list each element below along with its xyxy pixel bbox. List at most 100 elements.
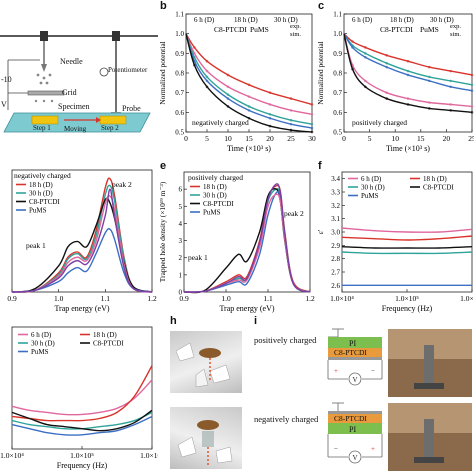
data-point (205, 75, 209, 79)
x-tick-label: 1.2 (305, 294, 315, 303)
data-point (268, 116, 272, 120)
y-tick-label: 0.9 (333, 50, 342, 58)
y-axis-label: Normalized potential (316, 41, 325, 105)
data-point (428, 75, 431, 79)
data-point (406, 103, 410, 106)
series-line-30-h-d- (341, 251, 473, 255)
legend-label: 6 h (D) (194, 16, 215, 24)
data-point (364, 85, 367, 89)
series-line-6-h-d- (341, 227, 473, 233)
y-tick-label: 3.4 (331, 175, 340, 183)
y-tick-label: 0.6 (333, 109, 342, 117)
x-tick-label: 1.0 (221, 294, 231, 303)
series-line-c8-ptcdi (341, 245, 473, 249)
data-point (310, 122, 314, 126)
panel-g-chart: 1.0×10⁴ 1.0×10⁵ 1.0×10⁶ Frequency (Hz) 6 h (… (0, 315, 158, 474)
legend-label: 18 h (D) (390, 16, 414, 24)
series-line-30-h-d- (343, 33, 473, 86)
data-point (226, 85, 230, 89)
x-tick-label: 5 (368, 134, 372, 143)
ptcdi-label-bottom: C8-PTCDI (334, 414, 367, 423)
annotation-peak2: peak 2 (284, 209, 304, 218)
x-tick-label: 1.0 (54, 294, 64, 303)
annotation-peak2: peak 2 (112, 180, 132, 189)
panel-label-e: e (160, 160, 167, 172)
legend-label: 6 h (D) (31, 331, 52, 339)
specimen-step2 (99, 115, 127, 125)
x-axis-label: Frequency (Hz) (382, 304, 433, 313)
annotation-label: negatively charged (192, 118, 249, 127)
y-tick-label: 1.1 (175, 11, 184, 19)
data-point (470, 73, 474, 77)
panel-d-chart: 0.9 1.0 1.1 1.2 Trap energy (eV) negatively c… (0, 160, 158, 315)
series-line-18-h-d- (343, 33, 473, 76)
legend-label: PuMS (361, 192, 379, 200)
data-point (449, 79, 452, 83)
panel-e-chart: e 0.9 1.0 1.1 1.2 0 1 2 3 4 5 6 Trap energy (eV) Tra… (158, 160, 316, 315)
y-tick-label: 3.3 (331, 189, 340, 197)
data-point (428, 65, 431, 69)
x-tick-label: 10 (391, 134, 399, 143)
specimen-label: Specimen (58, 102, 90, 111)
annotation-peak1: peak 1 (26, 241, 46, 250)
series-line-18-h-d- (11, 365, 153, 422)
disk-specimen (199, 348, 221, 358)
data-point (205, 85, 209, 89)
data-point (268, 103, 272, 106)
data-point (428, 107, 431, 110)
data-point (406, 69, 410, 73)
legend-label: PuMS (31, 348, 49, 356)
data-point (310, 103, 314, 106)
apparatus-diagram (0, 31, 158, 133)
panel-label-c: c (318, 0, 325, 12)
data-point (470, 105, 474, 108)
legend-label: 30 h (D) (29, 190, 53, 198)
pi-layer-top (328, 337, 382, 348)
series-line-pums (11, 415, 153, 436)
x-axis-label: Frequency (Hz) (57, 461, 108, 470)
series-line-6-h-d- (11, 194, 153, 293)
x-tick-label: 0 (184, 134, 188, 143)
legend-label: sim. (450, 31, 461, 38)
data-point (351, 67, 354, 71)
y-axis-label: ε' (316, 229, 325, 234)
series-line-30-h-d- (11, 184, 153, 293)
chart-d-svg: 0.9 1.0 1.1 1.2 Trap energy (eV) negatively c… (7, 169, 157, 313)
voltage-label-2: V (1, 100, 7, 109)
legend-label: PuMS (203, 209, 221, 217)
legend-label: 18 h (D) (234, 16, 258, 24)
y-tick-label: 1 (179, 271, 183, 279)
data-point (310, 130, 314, 134)
legend-label: C8-PTCDI (93, 340, 124, 348)
data-point (364, 79, 367, 83)
y-tick-label: 0.7 (333, 89, 342, 97)
panel-label-f: f (318, 160, 322, 172)
plot-frame (183, 171, 311, 293)
x-axis-label: Trap energy (eV) (54, 304, 109, 313)
circuit-top: V + − (327, 328, 383, 386)
x-tick-label: 25 (468, 134, 474, 143)
legend-label: exp. (290, 23, 301, 30)
legend-label: sim. (290, 31, 301, 38)
legend-label: 30 h (D) (203, 192, 227, 200)
probe-mount (112, 31, 120, 41)
svg-text:V: V (353, 376, 358, 384)
grid-label: Grid (62, 88, 77, 97)
probe-label: Probe (122, 104, 141, 113)
panel-b-chart: b 0 5 10 15 20 25 30 0.5 0.6 0.7 0.8 0.9 1.0 1.1 Time … (158, 0, 316, 160)
legend-label: 6 h (D) (361, 175, 382, 183)
data-point (470, 89, 474, 92)
data-point (385, 61, 388, 65)
potentiometer-label: Potentiometer (108, 66, 148, 74)
data-point (385, 54, 388, 57)
data-point (310, 113, 314, 116)
data-point (289, 128, 293, 132)
ptcdi-label-top: C8-PTCDI (334, 348, 367, 357)
y-tick-label: 0.7 (175, 89, 184, 97)
specimen-step1 (31, 115, 59, 125)
ptcdi-layer-top (328, 348, 382, 357)
step1-label: Step 1 (33, 124, 51, 132)
legend-label: 30 h (D) (361, 184, 385, 192)
grid-mesh (27, 90, 65, 96)
series-line-18-h-d- (341, 235, 473, 241)
